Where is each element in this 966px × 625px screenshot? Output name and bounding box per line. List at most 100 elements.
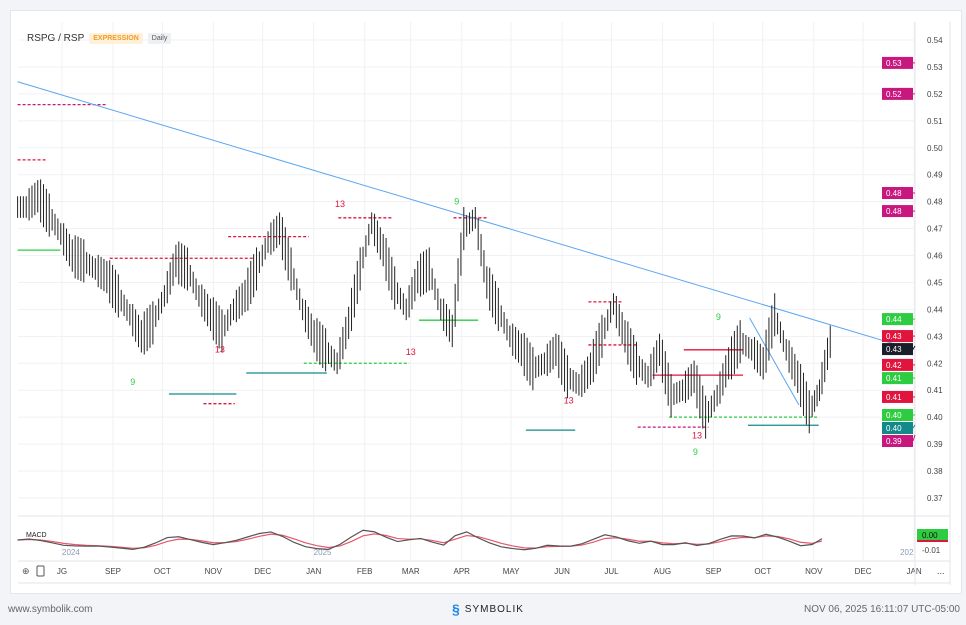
price-tag (882, 187, 913, 200)
price-tag (882, 409, 913, 422)
price-tag (882, 87, 913, 100)
year-label: 2024 (62, 548, 80, 557)
time-tick-label: AUG (654, 567, 671, 576)
sequential-count-marker: 13 (406, 347, 416, 357)
time-tick-label: JG (57, 567, 67, 576)
time-tick-label: SEP (705, 567, 721, 576)
price-tag (882, 205, 913, 218)
price-tick-label: 0.37 (927, 494, 943, 503)
price-tag-label: 0.41 (886, 393, 902, 402)
trendline (17, 81, 915, 351)
pan-icon: ⊕ (22, 566, 30, 576)
price-tag-pointer (912, 434, 916, 442)
time-tick-label: JAN (306, 567, 321, 576)
price-tick-label: 0.42 (927, 359, 943, 368)
expression-badge: EXPRESSION (89, 33, 143, 44)
time-tick-label: OCT (154, 567, 171, 576)
price-tick-label: 0.41 (927, 386, 943, 395)
sequential-count-marker: 9 (130, 377, 135, 387)
sequential-count-marker: 9 (716, 312, 721, 322)
price-tick-label: 0.52 (927, 90, 943, 99)
time-tick-label: DEC (254, 567, 271, 576)
macd-tag-label: 0.00 (922, 531, 938, 540)
sequential-count-marker: 13 (564, 396, 574, 406)
price-tick-label: 0.51 (927, 117, 943, 126)
macd-tag (917, 529, 948, 540)
price-tick-label: 0.47 (927, 225, 943, 234)
time-tick-label: DEC (855, 567, 872, 576)
price-tag (882, 313, 913, 326)
price-tag-label: 0.44 (886, 315, 902, 324)
time-tick-label: MAY (503, 567, 520, 576)
sequential-count-marker: 13 (215, 345, 225, 355)
price-tick-label: 0.49 (927, 171, 943, 180)
price-tag-label: 0.48 (886, 189, 902, 198)
macd-line (17, 529, 823, 551)
price-tag (882, 330, 913, 343)
time-tick-label: FEB (357, 567, 373, 576)
price-tag-label: 0.42 (886, 361, 902, 370)
sequential-count-marker: 13 (692, 431, 702, 441)
price-tick-label: 0.46 (927, 252, 943, 261)
macd-signal-line (17, 533, 823, 549)
time-tick-label: NOV (805, 567, 823, 576)
timestamp: NOV 06, 2025 16:11:07 UTC-05:00 (803, 604, 960, 615)
chart-card (10, 10, 962, 594)
price-tag-pointer (912, 345, 916, 350)
price-tag-pointer (912, 424, 916, 429)
price-tick-label: 0.45 (927, 278, 943, 287)
price-tick-label: 0.43 (927, 332, 943, 341)
price-tag-label: 0.39 (886, 437, 902, 446)
macd-signal-tag (917, 540, 948, 542)
price-tick-label: 0.39 (927, 440, 943, 449)
year-label: 202 (900, 548, 914, 557)
price-tag (882, 422, 913, 435)
symbol-label[interactable]: RSPG / RSP (27, 33, 85, 44)
price-tag-label: 0.40 (886, 411, 902, 420)
time-tick-label: MAR (402, 567, 420, 576)
more-icon: ... (937, 566, 945, 576)
macd-axis-label: -0.01 (922, 546, 941, 555)
sequential-count-marker: 13 (335, 199, 345, 209)
price-tag-label: 0.40 (886, 424, 902, 433)
time-tick-label: NOV (205, 567, 223, 576)
year-label: 2025 (314, 548, 332, 557)
price-tick-label: 0.54 (927, 36, 943, 45)
price-tag-label: 0.43 (886, 332, 902, 341)
interval-badge[interactable]: Daily (147, 33, 172, 44)
chart-title: RSPG / RSP EXPRESSION Daily (27, 33, 172, 44)
price-tag (882, 435, 913, 448)
price-tag-label: 0.53 (886, 59, 902, 68)
time-tick-label: JUL (604, 567, 619, 576)
calendar-icon (36, 565, 45, 577)
price-tag-label: 0.43 (886, 345, 902, 354)
sequential-count-marker: 9 (454, 196, 459, 206)
price-tag (882, 372, 913, 385)
price-tick-label: 0.48 (927, 198, 943, 207)
price-tag (882, 358, 913, 371)
price-tag (882, 56, 913, 69)
price-tag (882, 343, 913, 356)
price-tick-label: 0.44 (927, 305, 943, 314)
price-tick-label: 0.50 (927, 144, 943, 153)
price-tag-label: 0.52 (886, 90, 902, 99)
price-tick-label: 0.40 (927, 413, 943, 422)
price-tag-label: 0.48 (886, 207, 902, 216)
trendline (749, 317, 800, 406)
brand-logo: § SYMBOLIK (452, 601, 524, 617)
sequential-count-marker: 9 (693, 447, 698, 457)
time-tick-label: JUN (554, 567, 570, 576)
brand-name: SYMBOLIK (464, 603, 524, 615)
price-tick-label: 0.38 (927, 467, 943, 476)
time-tick-label: JAN (907, 567, 922, 576)
site-link[interactable]: www.symbolik.com (8, 604, 93, 615)
time-tick-label: APR (454, 567, 471, 576)
time-tick-label: SEP (105, 567, 121, 576)
macd-label: MACD (26, 532, 47, 539)
time-tick-label: OCT (754, 567, 771, 576)
price-tick-label: 0.53 (927, 63, 943, 72)
logo-icon: § (452, 601, 461, 617)
price-tag-label: 0.41 (886, 374, 902, 383)
price-tag (882, 390, 913, 403)
